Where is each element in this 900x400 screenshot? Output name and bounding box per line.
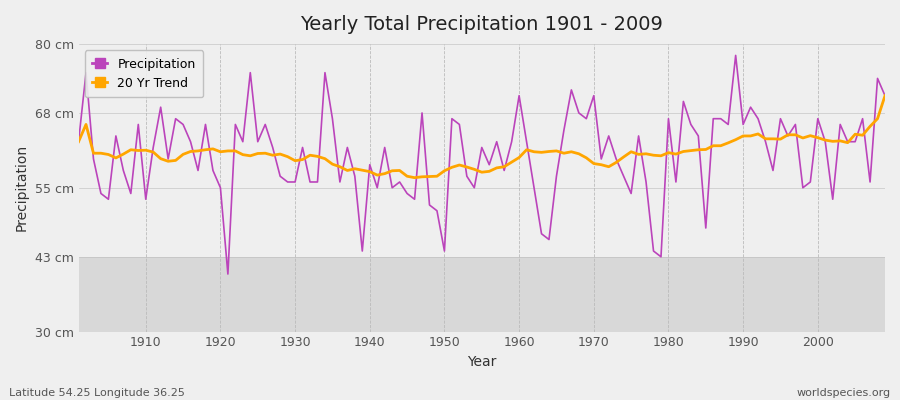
Bar	[78, 44, 885, 257]
Bar	[78, 257, 885, 332]
Title: Yearly Total Precipitation 1901 - 2009: Yearly Total Precipitation 1901 - 2009	[301, 15, 663, 34]
Text: worldspecies.org: worldspecies.org	[796, 388, 891, 398]
Text: Latitude 54.25 Longitude 36.25: Latitude 54.25 Longitude 36.25	[9, 388, 184, 398]
Y-axis label: Precipitation: Precipitation	[15, 144, 29, 231]
Legend: Precipitation, 20 Yr Trend: Precipitation, 20 Yr Trend	[85, 50, 203, 97]
X-axis label: Year: Year	[467, 355, 497, 369]
